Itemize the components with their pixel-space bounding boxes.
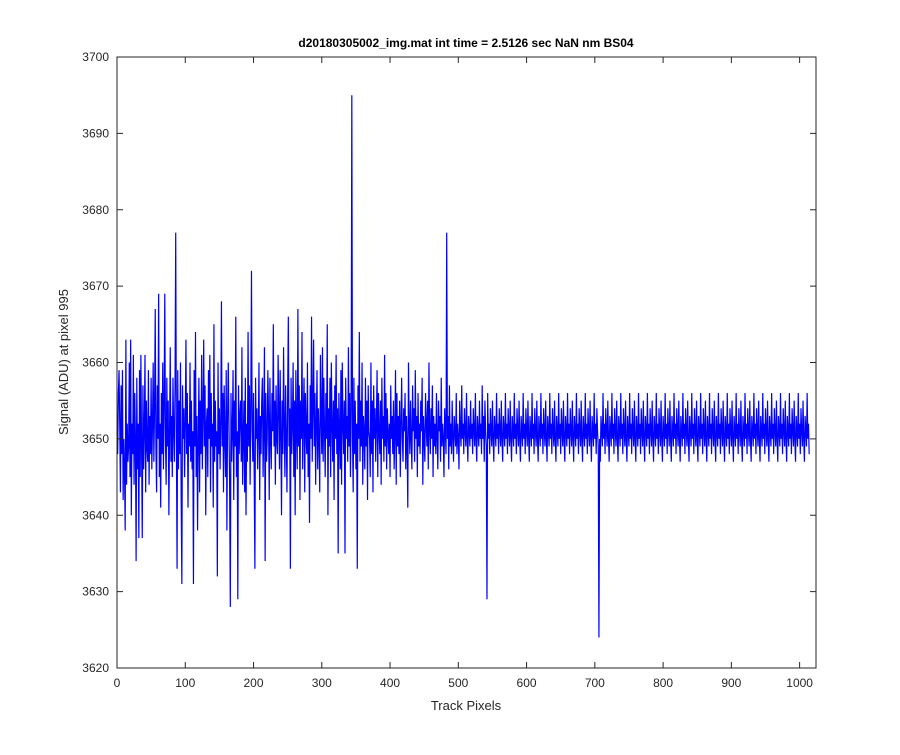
x-tick-label: 900 [721,676,741,690]
x-tick-label: 200 [244,676,264,690]
x-tick-label: 400 [380,676,400,690]
x-tick-label: 0 [114,676,121,690]
x-tick-label: 500 [448,676,468,690]
y-axis-label: Signal (ADU) at pixel 995 [56,289,71,435]
y-tick-label: 3650 [82,432,109,446]
y-tick-label: 3620 [82,661,109,675]
y-tick-label: 3670 [82,279,109,293]
x-axis: 0 100 200 300 400 500 600 700 800 900 1000 [114,57,813,690]
y-axis: 3620 3630 3640 3650 3660 3670 3680 3690 3700 [82,50,816,675]
x-tick-label: 700 [585,676,605,690]
chart-title: d20180305002_img.mat int time = 2.5126 s… [298,36,634,50]
y-tick-label: 3700 [82,50,109,64]
x-tick-label: 300 [312,676,332,690]
x-tick-label: 800 [653,676,673,690]
plot-area [117,57,816,668]
series-line [117,95,810,638]
x-tick-label: 600 [517,676,537,690]
y-tick-label: 3680 [82,203,109,217]
y-tick-label: 3660 [82,356,109,370]
series-layer [117,95,810,638]
x-tick-label: 1000 [786,676,813,690]
y-tick-label: 3690 [82,126,109,140]
x-axis-label: Track Pixels [431,698,502,713]
y-tick-label: 3630 [82,585,109,599]
x-tick-label: 100 [175,676,195,690]
y-tick-label: 3640 [82,508,109,522]
